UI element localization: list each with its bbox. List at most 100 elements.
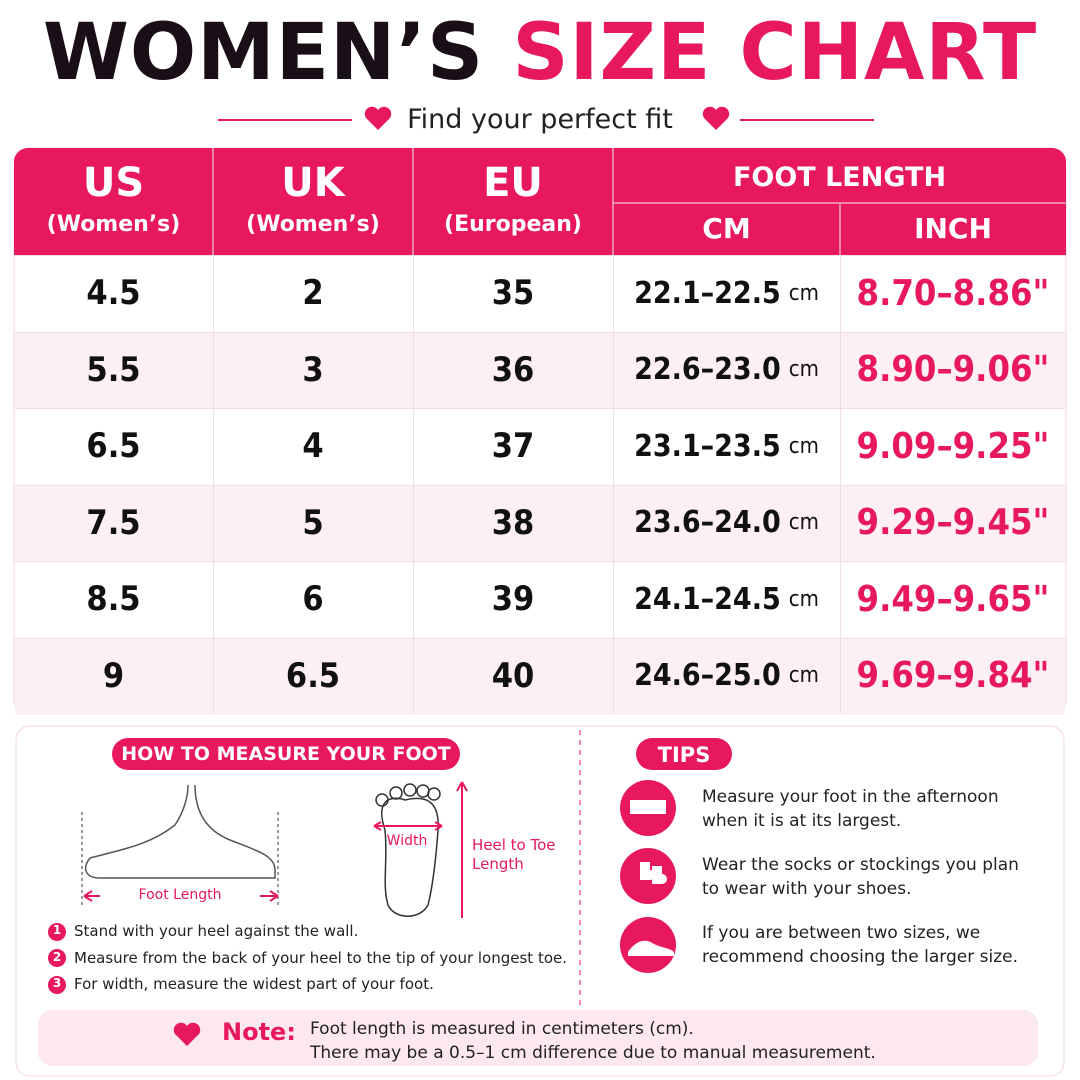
column-divider [840, 484, 841, 561]
cm-range: 24.6–25.0 [634, 658, 781, 694]
cell-inch: 9.09–9.25" [856, 425, 1050, 467]
column-divider [613, 408, 614, 485]
step-text: Stand with your heel against the wall. [74, 922, 359, 940]
column-divider [840, 561, 841, 638]
column-divider [213, 561, 214, 638]
cm-range: 22.6–23.0 [634, 352, 781, 388]
column-divider [413, 408, 414, 485]
step-number: 2 [52, 949, 62, 964]
table-row [15, 637, 1065, 715]
measure-title: HOW TO MEASURE YOUR FOOT [121, 743, 451, 765]
cm-unit: cm [788, 280, 819, 306]
cell: 35 [491, 273, 535, 314]
header-uk-sub: (Women’s) [246, 212, 380, 237]
tip-text: Measure your foot in the afternoon when … [702, 787, 999, 831]
cm-unit: cm [788, 433, 819, 459]
cell: 5.5 [86, 349, 141, 390]
table-row [15, 331, 1065, 409]
cm-unit: cm [788, 663, 819, 689]
header-inch: INCH [914, 212, 992, 245]
header-eu: EU [483, 160, 543, 206]
foot-length-label: Foot Length [100, 887, 260, 903]
cm-range: 23.1–23.5 [634, 428, 781, 464]
tips-title: TIPS [657, 743, 711, 767]
column-divider [613, 637, 614, 714]
header-us-sub: (Women’s) [46, 212, 181, 237]
cm-range: 24.1–24.5 [634, 581, 781, 617]
width-label: Width [386, 833, 428, 849]
cell: 4 [302, 426, 324, 467]
step-number: 1 [52, 923, 62, 937]
cm-unit: cm [788, 510, 819, 536]
column-divider [413, 331, 414, 408]
cell-cm: 22.6–23.0 cm [613, 332, 840, 409]
column-divider [213, 255, 214, 332]
header-eu-sub: (European) [444, 212, 582, 237]
cell-inch: 9.49–9.65" [856, 578, 1050, 620]
tip-text: Wear the socks or stockings you plan to … [702, 855, 1019, 899]
heel-to-toe-label: Heel to Toe Length [472, 836, 556, 873]
cell-cm: 23.1–23.5 cm [613, 408, 840, 485]
column-divider [413, 561, 414, 638]
cell: 2 [302, 273, 324, 314]
table-row [15, 255, 1065, 333]
header-uk: UK [281, 160, 345, 206]
table-row [15, 561, 1065, 639]
step-number: 3 [52, 976, 62, 990]
cell: 38 [491, 502, 535, 543]
cm-range: 22.1–22.5 [634, 275, 781, 311]
cell-cm: 24.1–24.5 cm [613, 561, 840, 638]
column-divider [213, 484, 214, 561]
note-line: There may be a 0.5–1 cm difference due t… [310, 1043, 876, 1063]
column-divider [840, 408, 841, 485]
title-dark: WOMEN’S [42, 8, 485, 98]
cell: 8.5 [86, 579, 141, 620]
step-text: Measure from the back of your heel to th… [74, 948, 568, 967]
cell: 6 [302, 579, 324, 620]
column-divider [840, 255, 841, 332]
cell-inch: 8.70–8.86" [856, 272, 1050, 314]
cell: 6.5 [285, 655, 341, 696]
table-row [15, 408, 1065, 486]
cell-cm: 24.6–25.0 cm [613, 638, 840, 715]
cm-unit: cm [788, 357, 819, 383]
cell-cm: 22.1–22.5 cm [613, 255, 840, 332]
column-divider [413, 637, 414, 714]
cell-inch: 9.29–9.45" [856, 502, 1050, 544]
column-divider [213, 331, 214, 408]
column-divider [613, 484, 614, 561]
table-row [15, 484, 1065, 562]
cell-inch: 9.69–9.84" [856, 655, 1050, 697]
cell: 7.5 [86, 502, 141, 543]
column-divider [840, 637, 841, 714]
column-divider [613, 331, 614, 408]
cell: 9 [102, 655, 125, 696]
column-divider [213, 637, 214, 714]
subtitle: Find your perfect fit [407, 104, 673, 135]
note-line: Foot length is measured in centimeters (… [310, 1019, 694, 1039]
cm-range: 23.6–24.0 [634, 505, 781, 541]
header-cm: CM [702, 212, 751, 245]
column-divider [613, 255, 614, 332]
step-text: For width, measure the widest part of yo… [74, 975, 434, 993]
cell: 6.5 [86, 426, 141, 467]
column-divider [413, 255, 414, 332]
note-label: Note: [222, 1018, 296, 1046]
cell: 40 [491, 655, 535, 696]
cell: 4.5 [86, 273, 141, 314]
tip-text: If you are between two sizes, we recomme… [702, 923, 1018, 967]
cm-unit: cm [788, 586, 819, 612]
cell-cm: 23.6–24.0 cm [613, 485, 840, 562]
column-divider [413, 484, 414, 561]
column-divider [213, 408, 214, 485]
column-divider [613, 561, 614, 638]
cell: 39 [491, 579, 535, 620]
cell: 5 [302, 502, 324, 543]
cell: 36 [491, 349, 535, 390]
cell: 37 [491, 426, 535, 467]
header-us: US [82, 160, 145, 206]
title: WOMEN’S SIZE CHART [0, 8, 1080, 98]
column-divider [840, 331, 841, 408]
cell-inch: 8.90–9.06" [856, 349, 1050, 391]
